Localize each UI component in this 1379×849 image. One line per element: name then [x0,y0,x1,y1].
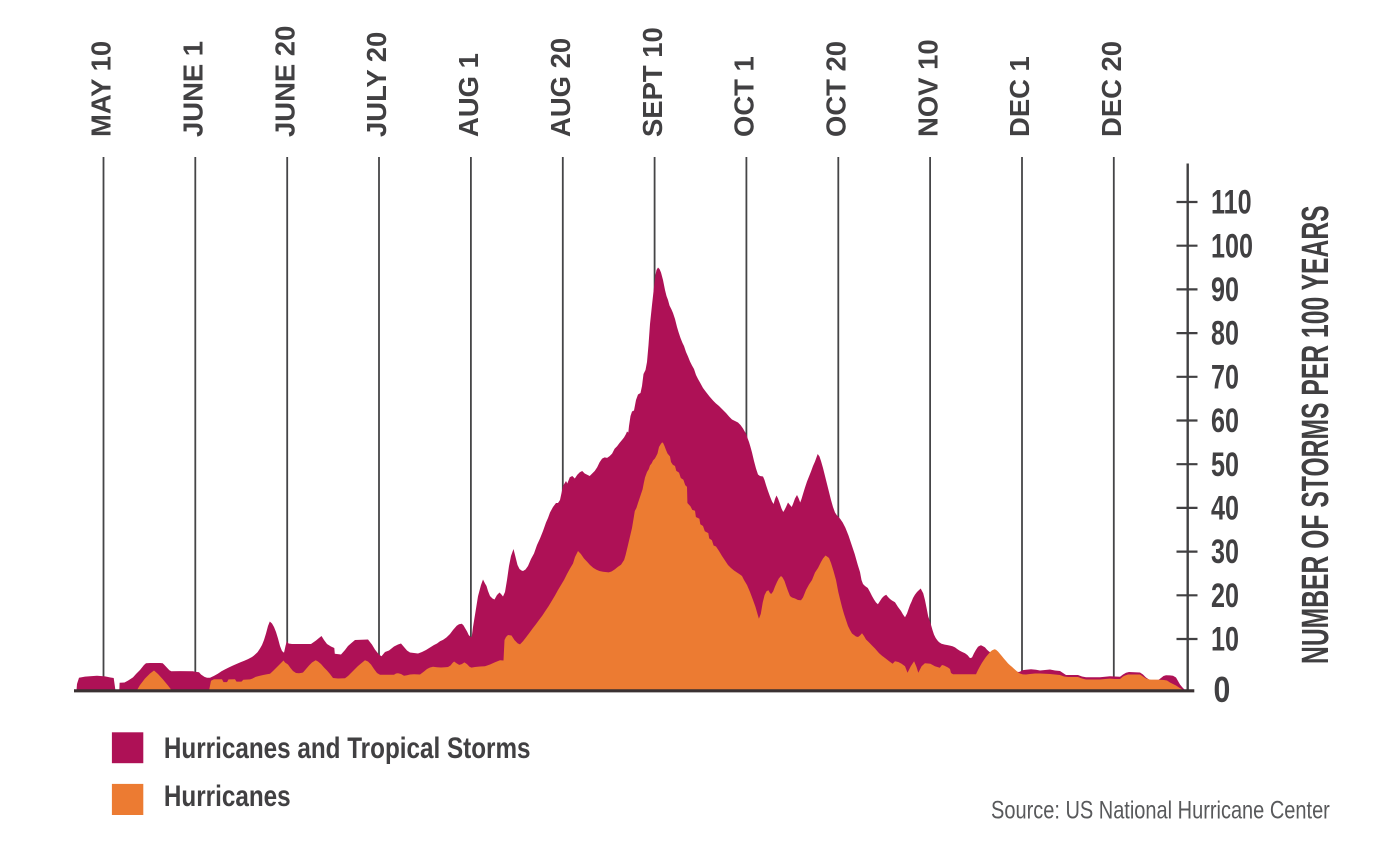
svg-text:Hurricanes and Tropical Storms: Hurricanes and Tropical Storms [164,732,531,765]
svg-text:SEPT 10: SEPT 10 [637,27,668,137]
svg-text:JUNE 1: JUNE 1 [177,41,208,137]
svg-text:100: 100 [1211,228,1253,266]
svg-text:Source: US National Hurricane: Source: US National Hurricane Center [991,796,1330,824]
svg-text:50: 50 [1211,446,1239,484]
svg-text:80: 80 [1211,315,1239,353]
svg-text:110: 110 [1211,184,1252,222]
svg-text:NOV 10: NOV 10 [912,39,943,137]
svg-text:OCT 20: OCT 20 [820,41,851,137]
svg-text:30: 30 [1211,534,1239,572]
svg-text:70: 70 [1211,359,1239,397]
svg-text:JUNE 20: JUNE 20 [269,26,300,137]
svg-text:MAY 10: MAY 10 [85,41,116,137]
svg-text:JULY 20: JULY 20 [361,32,392,137]
svg-text:10: 10 [1211,621,1239,659]
svg-text:DEC 20: DEC 20 [1096,41,1127,137]
svg-text:90: 90 [1211,271,1239,309]
svg-text:Hurricanes: Hurricanes [164,780,291,813]
svg-text:AUG 1: AUG 1 [453,53,484,137]
svg-text:60: 60 [1211,403,1239,441]
svg-text:DEC 1: DEC 1 [1004,56,1035,137]
svg-text:NUMBER OF STORMS PER 100 YEARS: NUMBER OF STORMS PER 100 YEARS [1293,205,1336,664]
svg-text:0: 0 [1214,671,1231,711]
svg-text:20: 20 [1211,577,1239,615]
svg-text:AUG 20: AUG 20 [545,38,576,137]
svg-text:40: 40 [1211,490,1239,528]
svg-text:OCT 1: OCT 1 [728,56,759,137]
